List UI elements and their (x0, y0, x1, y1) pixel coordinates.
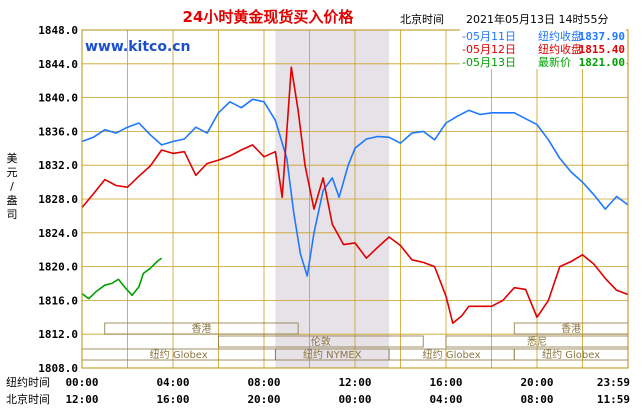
y-tick-label: 1816.0 (38, 294, 78, 307)
y-label-char: 元 (7, 166, 18, 179)
legend-date: -05月13日 (462, 56, 516, 69)
y-tick-label: 1824.0 (38, 227, 78, 240)
legend-date: -05月12日 (462, 43, 516, 56)
x-row-label: 北京时间 (6, 392, 50, 406)
x-tick-label: 08:00 (247, 376, 280, 389)
y-label-char: / (10, 180, 14, 193)
market-label: 纽约 Globex (150, 348, 208, 361)
y-axis-ticks: 1848.0 1844.0 1840.0 1836.0 1832.0 1828.0 1824… (38, 24, 78, 375)
x-axis-rows: 纽约时间 00:00 04:00 08:00 12:00 16:00 20:00 23:59 北… (6, 375, 630, 406)
x-tick-label: 08:00 (520, 393, 553, 406)
x-tick-label: 00:00 (338, 393, 371, 406)
legend-date: -05月11日 (462, 30, 516, 43)
market-label: 纽约 Globex (423, 348, 481, 361)
y-label-char: 司 (7, 208, 18, 221)
legend-value: 1821.00 (579, 56, 625, 69)
y-tick-label: 1836.0 (38, 125, 78, 138)
y-tick-label: 1848.0 (38, 24, 78, 37)
y-tick-label: 1808.0 (38, 362, 78, 375)
x-tick-label: 12:00 (338, 376, 371, 389)
x-tick-label: 04:00 (156, 376, 189, 389)
y-tick-label: 1832.0 (38, 159, 78, 172)
market-label: 悉尼 (527, 336, 547, 348)
x-tick-label: 16:00 (429, 376, 462, 389)
market-label: 伦敦 (311, 335, 331, 348)
y-tick-label: 1812.0 (38, 328, 78, 341)
x-tick-label: 20:00 (520, 376, 553, 389)
legend-value: 1815.40 (579, 43, 625, 56)
timezone-label: 北京时间 (400, 12, 444, 26)
x-tick-label: 04:00 (429, 393, 462, 406)
y-axis-label: 美元/盎司 (7, 152, 18, 221)
legend-label: 纽约收盘 (538, 42, 582, 56)
legend-label: 最新价 (538, 55, 571, 69)
x-tick-label: 12:00 (65, 393, 98, 406)
y-label-char: 盎 (7, 193, 18, 207)
current-datetime: 2021年05月13日 14时55分 (466, 12, 608, 26)
market-box (104, 322, 299, 335)
x-tick-label: 20:00 (247, 393, 280, 406)
x-tick-label: 00:00 (65, 376, 98, 389)
series-line-05月11日 (81, 98, 629, 277)
x-row-label: 纽约时间 (6, 375, 50, 389)
y-tick-label: 1840.0 (38, 92, 78, 105)
gridlines (82, 30, 628, 368)
website-link[interactable]: www.kitco.cn (85, 39, 191, 55)
legend-label: 纽约收盘 (538, 29, 582, 43)
x-tick-label: 16:00 (156, 393, 189, 406)
y-tick-label: 1828.0 (38, 193, 78, 206)
market-box (218, 335, 424, 348)
market-label: 香港 (561, 323, 581, 335)
plot-frame (81, 29, 629, 369)
series-line-05月12日 (81, 66, 629, 324)
x-tick-label: 11:59 (597, 393, 630, 406)
market-label: 纽约 NYMEX (303, 348, 362, 361)
market-label: 纽约 Globex (542, 348, 600, 361)
legend-bg (460, 27, 626, 69)
y-tick-label: 1844.0 (38, 58, 78, 71)
legend-value: 1837.90 (579, 30, 625, 43)
x-tick-label: 23:59 (597, 376, 630, 389)
y-tick-label: 1820.0 (38, 261, 78, 274)
series-line-05月13日 (81, 257, 163, 300)
price-series (81, 66, 629, 324)
chart-title: 24小时黄金现货买入价格 (183, 8, 355, 26)
market-label: 香港 (191, 323, 211, 335)
y-label-char: 美 (7, 152, 18, 165)
